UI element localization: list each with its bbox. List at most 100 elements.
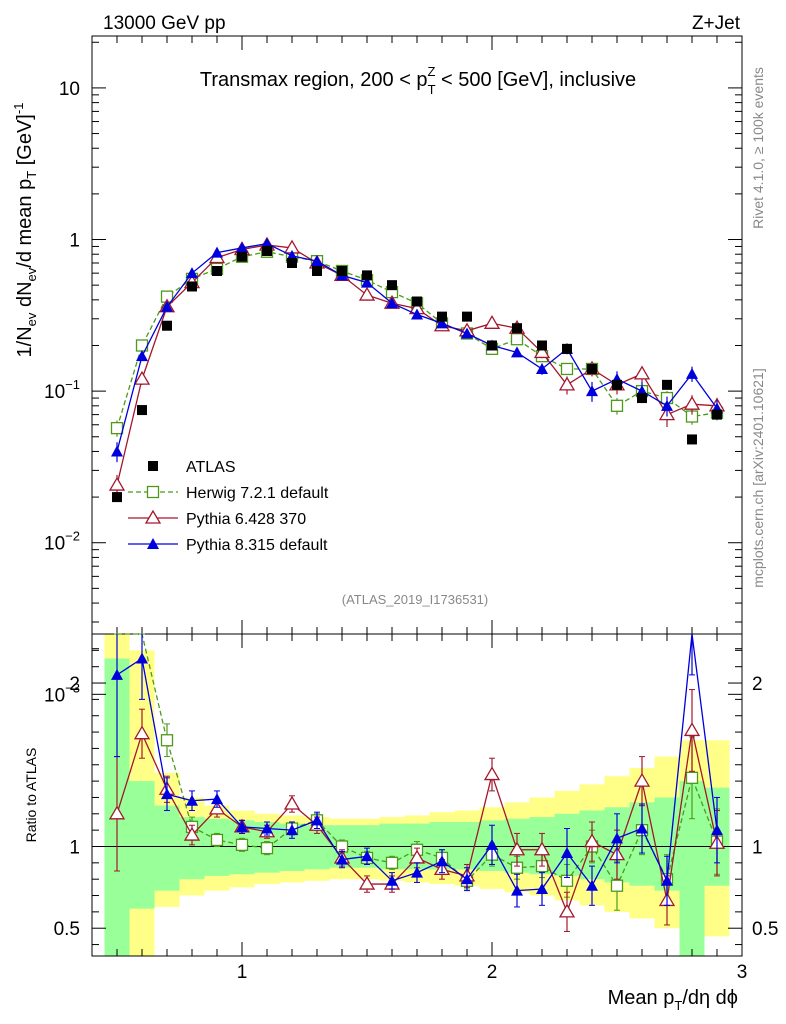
pythia8-main-line [116,242,718,452]
ylabel-part-a-sub: ev [24,312,39,326]
atlas-data-point [112,492,122,503]
y-axis-label-main: 1/Nev dNev/d mean pT [GeV]-1 [11,103,39,358]
pythia8-main-point [111,445,123,457]
legend-atlas-marker [148,461,158,471]
y-tick-base: 10 [44,534,65,555]
pythia6-ratio-point [358,875,376,890]
pythia8-ratio-point [511,884,523,896]
pythia8-main-point [211,246,223,258]
pythia8-ratio-point [311,814,323,826]
y-axis-label-ratio: Ratio to ATLAS [23,748,39,843]
herwig-ratio-point [160,734,174,747]
pythia6-ratio-point [508,841,526,856]
pythia8-ratio-point [536,882,548,894]
pythia8-main-point [411,308,423,320]
title-pre: Transmax region, 200 < p [200,69,428,91]
atlas-data-point [287,258,297,269]
xlabel-part-a-sub: T [674,998,682,1013]
pythia6-main-point [483,315,501,329]
herwig-ratio-point [685,771,699,784]
herwig-main-point [510,333,524,346]
atlas-data-point [137,405,147,416]
y-tick-exponent: −2 [65,529,80,544]
pythia8-ratio-point [161,788,173,800]
pythia6-ratio-point [183,826,201,841]
xlabel-part-a: Mean p [608,987,675,1009]
pythia8-main-point [311,255,323,267]
legend-pythia8-marker [147,538,159,549]
atlas-data-point [612,379,622,390]
pythia6-ratio-point [683,722,701,737]
pythia8-ratio-point [361,850,373,862]
legend-pythia8-label: Pythia 8.315 default [186,537,328,554]
atlas-data-point [212,265,222,276]
herwig-ratio-point [210,833,224,847]
main-series-layer [108,236,726,503]
pythia8-ratio-point [486,838,498,850]
pythia8-ratio-point [111,668,123,680]
pythia8-main-point [661,399,673,411]
pythia8-main-point [136,350,148,362]
pythia6-main-point [133,370,151,385]
x-axis-label: Mean pT/dη dϕ [608,987,738,1013]
title-post: < 500 [GeV], inclusive [435,69,636,91]
atlas-data-point [687,434,697,445]
y-tick-label: 1 [69,231,80,252]
atlas-data-point [362,270,372,281]
pythia8-ratio-point [461,873,473,885]
atlas-data-point [162,320,172,331]
pythia6-ratio-point [283,795,301,810]
ratio-y-tick-label: 2 [69,674,80,695]
pythia6-main-point [683,395,701,410]
y-tick-exponent: −1 [65,377,80,392]
atlas-data-point [512,323,522,334]
legend-pythia6-label: Pythia 6.428 370 [186,511,306,528]
legend-herwig-label: Herwig 7.2.1 default [186,485,329,502]
pythia8-main-point [586,385,598,397]
y-tick-exponent: −3 [65,680,80,695]
ratio-y-tick-label: 0.5 [54,919,80,940]
y-tick-label: 10 [59,79,80,100]
pythia6-ratio-point [533,841,551,856]
pythia8-main-point [686,367,698,379]
atlas-data-point [587,363,597,374]
y-tick-label: 10−1 [44,377,80,403]
pythia8-main-point [536,362,548,374]
pythia8-ratio-point [386,874,398,886]
band-green-bin [154,805,180,891]
atlas-data-point [637,393,647,404]
atlas-data-point [387,280,397,291]
y-tick-base: 10 [44,685,65,706]
herwig-ratio-point [385,856,399,869]
herwig-ratio-point [235,838,249,852]
pythia8-main-point [236,241,248,253]
pythia8-ratio-point [661,874,673,886]
y-tick-label: 10−3 [44,680,80,706]
ratio-y-tick-label: 1 [69,837,80,858]
pythia8-ratio-point [136,652,148,664]
herwig-main-point [610,399,624,412]
pythia6-ratio-point [483,766,501,781]
mcplots-label: mcplots.cern.ch [arXiv:2401.10621] [750,368,766,587]
pythia6-ratio-point [583,833,601,848]
pythia8-main-point [361,276,373,288]
title-sup: Z [428,64,436,79]
atlas-data-point [337,265,347,276]
atlas-data-point [312,265,322,276]
atlas-data-point [437,311,447,322]
pythia6-main-line [116,244,718,486]
pythia6-ratio-point [558,903,576,918]
pythia6-main-point [358,286,376,301]
ylabel-part-b: dN [14,281,36,312]
header-left: 13000 GeV pp [103,13,226,34]
band-green-bin [129,781,155,909]
pythia8-ratio-point [711,824,723,836]
pythia8-ratio-point [411,866,423,878]
pythia8-main-point [261,237,273,249]
atlas-data-point [187,281,197,292]
pythia8-main-point [511,346,523,358]
header-right: Z+Jet [692,13,741,34]
band-green-bin [204,818,230,876]
